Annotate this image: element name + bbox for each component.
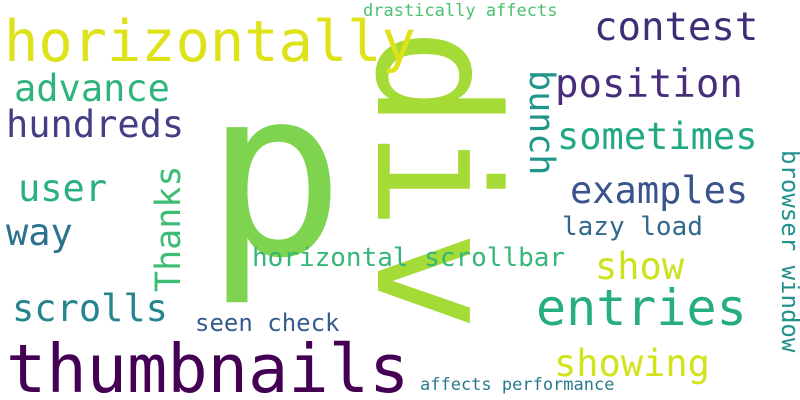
word-contest: contest (594, 5, 759, 50)
word-thanks: Thanks (149, 165, 189, 292)
word-entries: entries (536, 279, 747, 337)
word-position: position (555, 62, 743, 107)
word-sometimes: sometimes (557, 115, 758, 158)
word-drastically-affects: drastically affects (363, 1, 558, 21)
word-user: user (18, 167, 108, 210)
word-bunch: bunch (521, 70, 561, 176)
word-scrolls: scrolls (12, 287, 168, 330)
word-seen-check: seen check (195, 309, 340, 337)
word-way: way (6, 211, 73, 254)
word-advance: advance (14, 67, 170, 110)
word-horizontally: horizontally (4, 9, 416, 75)
word-thumbnails: thumbnails (6, 330, 410, 400)
word-affects-performance: affects performance (420, 375, 615, 395)
word-browser-window: browser window (776, 150, 800, 353)
word-show: show (595, 245, 685, 288)
word-horizontal-scrollbar: horizontal scrollbar (252, 243, 566, 273)
word-showing: showing (554, 342, 710, 385)
word-hundreds: hundreds (6, 103, 185, 146)
word-p: p (205, 39, 345, 309)
word-lazy-load: lazy load (562, 212, 703, 242)
word-examples: examples (570, 169, 749, 212)
